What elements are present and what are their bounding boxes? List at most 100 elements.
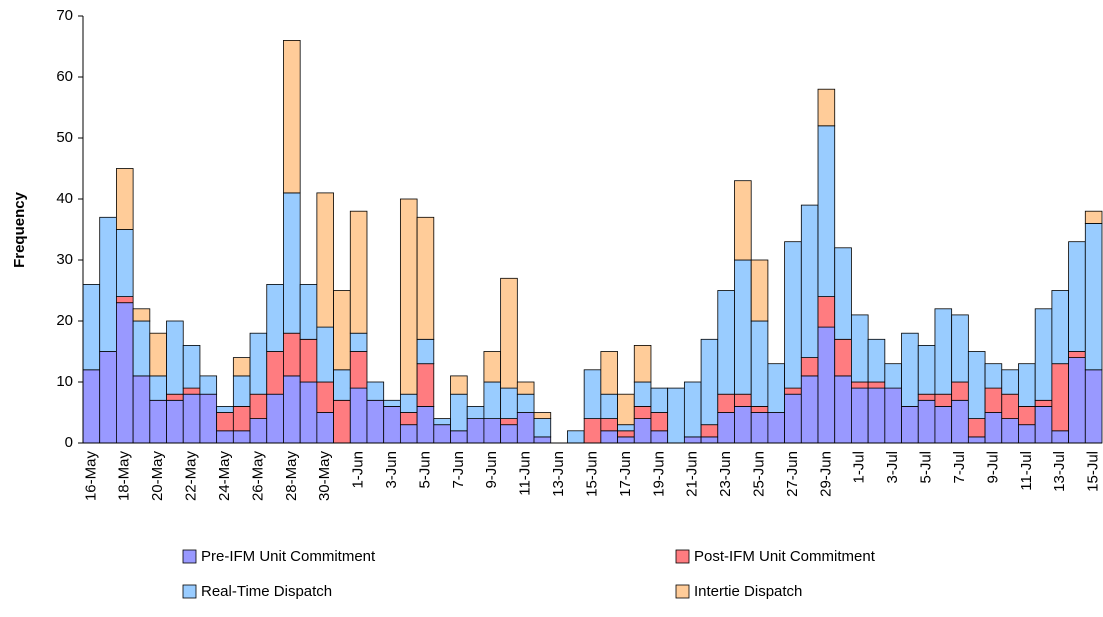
bar-segment	[149, 332, 167, 377]
bar-segment	[450, 393, 468, 432]
bar-segment	[817, 326, 836, 444]
bar-segment	[533, 436, 552, 444]
bar-segment	[349, 387, 368, 444]
bar-segment	[834, 247, 852, 340]
bar-segment	[700, 424, 719, 438]
bar-segment	[483, 351, 502, 383]
x-tick-label: 23-Jun	[717, 451, 734, 497]
bar-segment	[316, 192, 334, 328]
y-tick-label: 30	[56, 251, 73, 268]
bar-segment	[967, 418, 986, 438]
bar-segment	[149, 399, 167, 444]
bar-segment	[450, 375, 468, 395]
bar-segment	[516, 381, 535, 395]
bar-segment	[416, 216, 435, 340]
bar-segment	[800, 357, 819, 377]
bar-segment	[867, 387, 886, 444]
legend-label: Real-Time Dispatch	[201, 583, 332, 600]
bar-segment	[650, 412, 669, 432]
x-tick-label: 1-Jun	[350, 451, 367, 489]
bar-segment	[617, 393, 635, 426]
y-tick-label: 20	[56, 312, 73, 329]
legend-label: Post-IFM Unit Commitment	[694, 548, 876, 565]
bar-segment	[800, 204, 819, 359]
bar-segment	[867, 381, 886, 389]
x-tick-label: 11-Jun	[517, 451, 534, 496]
bar-segment	[1051, 363, 1069, 432]
x-tick-label: 18-May	[116, 451, 133, 502]
bar-segment	[149, 375, 167, 401]
bar-segment	[99, 216, 117, 352]
bar-segment	[951, 314, 969, 383]
x-tick-label: 15-Jul	[1085, 451, 1102, 492]
x-tick-label: 13-Jul	[1051, 451, 1068, 492]
y-tick-label: 70	[56, 7, 73, 24]
bar-segment	[349, 351, 368, 389]
bar-segment	[617, 436, 635, 444]
bar-segment	[166, 399, 184, 444]
bar-segment	[901, 405, 919, 444]
bar-segment	[1001, 393, 1019, 420]
bar-segment	[533, 418, 552, 438]
y-tick-label: 10	[56, 373, 73, 390]
bar-segment	[500, 418, 518, 426]
bar-segment	[1084, 369, 1103, 444]
x-tick-label: 28-May	[283, 451, 300, 502]
bar-segment	[784, 241, 802, 389]
x-tick-label: 7-Jun	[450, 451, 467, 489]
bar-segment	[466, 405, 485, 419]
bar-segment	[934, 405, 953, 444]
bar-segment	[667, 387, 685, 444]
bar-segment	[600, 351, 618, 395]
y-tick-label: 60	[56, 68, 73, 85]
bar-segment	[951, 399, 969, 444]
bar-segment	[951, 381, 969, 401]
bar-segment	[767, 363, 786, 413]
x-tick-label: 5-Jun	[416, 451, 433, 489]
bar-segment	[516, 393, 535, 413]
bar-segment	[717, 393, 735, 413]
bar-segment	[984, 363, 1003, 389]
bar-segment	[316, 326, 334, 383]
bar-segment	[1018, 424, 1036, 444]
bar-segment	[600, 430, 618, 444]
bar-segment	[266, 393, 284, 444]
bar-segment	[633, 344, 652, 383]
bar-segment	[633, 381, 652, 407]
bar-segment	[316, 412, 334, 444]
bar-segment	[750, 259, 769, 322]
bar-segment	[349, 210, 368, 334]
bar-segment	[483, 381, 502, 419]
y-tick-label: 0	[65, 434, 73, 451]
x-tick-label: 3-Jul	[884, 451, 901, 484]
x-tick-label: 26-May	[249, 451, 266, 502]
bar-segment	[1001, 369, 1019, 395]
bar-segment	[851, 314, 869, 383]
bar-segment	[232, 430, 251, 444]
bar-segment	[433, 424, 451, 444]
bar-segment	[817, 88, 836, 127]
bar-segment	[750, 320, 769, 407]
bar-segment	[717, 290, 735, 395]
bar-segment	[700, 436, 719, 444]
x-tick-label: 19-Jun	[650, 451, 667, 497]
bar-segment	[299, 283, 318, 340]
bar-segment	[734, 393, 752, 407]
x-tick-label: 30-May	[316, 451, 333, 502]
bar-segment	[567, 430, 585, 444]
bar-segment	[700, 338, 719, 426]
x-tick-label: 5-Jul	[918, 451, 935, 484]
bar-segment	[884, 363, 902, 389]
bar-segment	[1001, 418, 1019, 444]
bar-segment	[266, 283, 284, 352]
bar-segment	[500, 277, 518, 389]
bar-segment	[333, 399, 351, 444]
bar-segment	[617, 424, 635, 432]
x-tick-label: 27-Jun	[784, 451, 801, 497]
bar-segment	[299, 338, 318, 383]
bar-segment	[283, 332, 301, 377]
bar-segment	[333, 369, 351, 401]
bar-segment	[349, 332, 368, 352]
bar-segment	[500, 387, 518, 420]
bar-segment	[132, 375, 151, 444]
